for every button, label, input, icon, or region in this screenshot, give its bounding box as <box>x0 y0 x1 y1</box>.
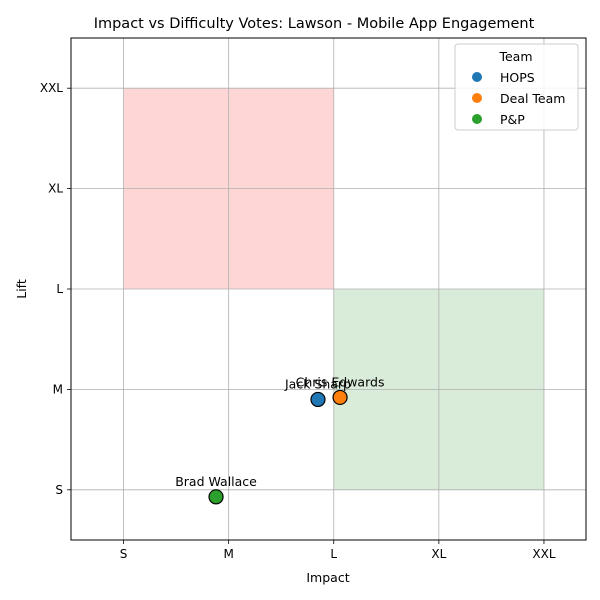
y-tick-label: L <box>56 282 63 296</box>
y-axis-label: Lift <box>14 279 29 299</box>
point-label: Jack Sharp <box>284 376 351 391</box>
data-point <box>208 489 224 505</box>
legend-label: Deal Team <box>500 91 565 106</box>
chart-title: Impact vs Difficulty Votes: Lawson - Mob… <box>94 16 535 32</box>
legend-marker <box>472 72 482 82</box>
legend-label: HOPS <box>500 70 535 85</box>
x-tick-label: XL <box>431 547 446 561</box>
y-tick-label: S <box>55 483 63 497</box>
legend-title: Team <box>498 49 532 64</box>
point-label: Brad Wallace <box>175 474 257 489</box>
point-label: Chris Edwards <box>296 374 385 389</box>
legend-label: P&P <box>500 112 525 127</box>
x-tick-label: S <box>120 547 128 561</box>
x-tick-label: L <box>330 547 337 561</box>
y-tick-label: XXL <box>40 81 63 95</box>
x-tick-label: XXL <box>532 547 555 561</box>
y-tick-label: M <box>53 382 63 396</box>
y-tick-label: XL <box>48 182 63 196</box>
x-axis-label: Impact <box>306 570 349 585</box>
data-point <box>310 391 326 408</box>
x-tick-label: M <box>223 547 233 561</box>
legend-box <box>454 43 579 131</box>
legend-marker <box>472 93 482 103</box>
data-point <box>332 389 348 406</box>
y-ticks: S M L XL XXL <box>40 81 71 497</box>
legend: Team HOPS Deal Team P&P <box>454 43 579 131</box>
x-ticks: S M L XL XXL <box>120 540 556 561</box>
legend-marker <box>472 114 482 124</box>
